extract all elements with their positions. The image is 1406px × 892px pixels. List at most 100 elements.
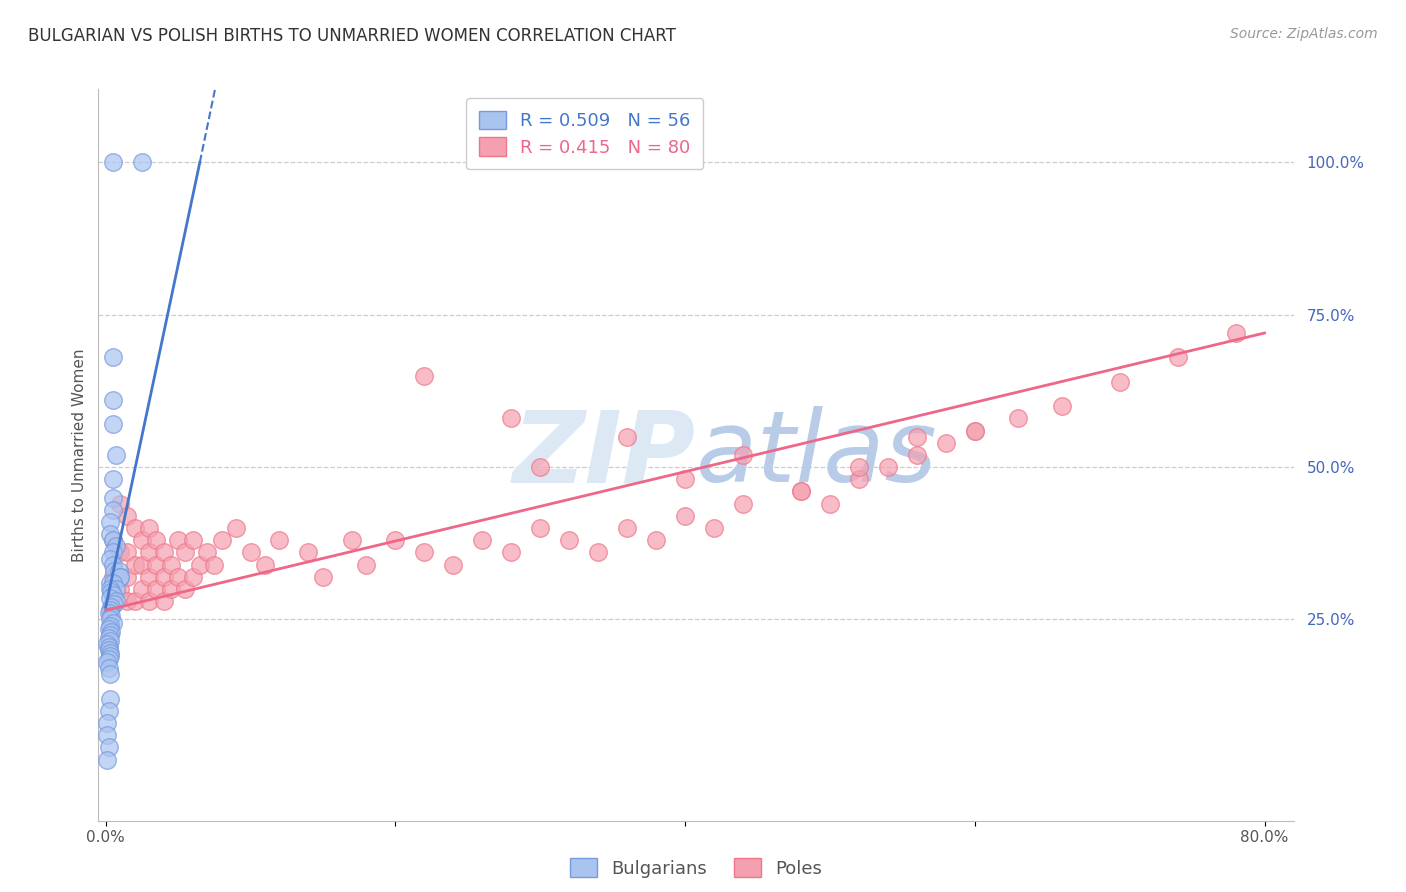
Point	[104, 594, 127, 608]
Point	[101, 533, 124, 548]
Point	[98, 618, 121, 632]
Point	[558, 533, 581, 548]
Point	[312, 570, 335, 584]
Point	[160, 558, 183, 572]
Point	[104, 582, 127, 596]
Point	[97, 704, 120, 718]
Point	[340, 533, 363, 548]
Point	[905, 448, 928, 462]
Point	[731, 448, 754, 462]
Point	[98, 582, 121, 596]
Point	[138, 545, 160, 559]
Point	[181, 533, 204, 548]
Point	[413, 545, 436, 559]
Point	[145, 533, 167, 548]
Point	[101, 155, 124, 169]
Point	[790, 484, 813, 499]
Point	[97, 643, 120, 657]
Point	[441, 558, 464, 572]
Point	[616, 430, 638, 444]
Point	[188, 558, 211, 572]
Point	[101, 615, 124, 630]
Text: ZIP: ZIP	[513, 407, 696, 503]
Point	[818, 497, 841, 511]
Point	[101, 558, 124, 572]
Point	[673, 508, 696, 523]
Point	[124, 558, 146, 572]
Point	[616, 521, 638, 535]
Point	[101, 570, 124, 584]
Point	[174, 582, 197, 596]
Point	[877, 460, 900, 475]
Point	[104, 448, 127, 462]
Point	[152, 545, 174, 559]
Point	[101, 545, 124, 559]
Point	[935, 435, 957, 450]
Point	[98, 691, 121, 706]
Point	[905, 430, 928, 444]
Point	[101, 393, 124, 408]
Point	[108, 497, 131, 511]
Point	[108, 570, 131, 584]
Point	[124, 594, 146, 608]
Point	[98, 551, 121, 566]
Point	[1007, 411, 1029, 425]
Point	[96, 753, 118, 767]
Point	[98, 515, 121, 529]
Point	[963, 424, 986, 438]
Point	[195, 545, 218, 559]
Point	[1108, 375, 1130, 389]
Y-axis label: Births to Unmarried Women: Births to Unmarried Women	[72, 348, 87, 562]
Point	[101, 533, 124, 548]
Point	[103, 597, 125, 611]
Point	[98, 649, 121, 664]
Point	[501, 411, 523, 425]
Point	[96, 728, 118, 742]
Point	[529, 521, 551, 535]
Point	[98, 613, 121, 627]
Legend: Bulgarians, Poles: Bulgarians, Poles	[562, 851, 830, 885]
Point	[138, 570, 160, 584]
Point	[848, 472, 870, 486]
Point	[97, 607, 120, 621]
Point	[131, 155, 153, 169]
Point	[108, 582, 131, 596]
Point	[101, 491, 124, 505]
Point	[100, 624, 122, 639]
Point	[1167, 351, 1189, 365]
Point	[96, 716, 118, 731]
Point	[131, 558, 153, 572]
Point	[160, 582, 183, 596]
Point	[167, 533, 190, 548]
Point	[97, 740, 120, 755]
Point	[1225, 326, 1247, 340]
Point	[202, 558, 225, 572]
Point	[167, 570, 190, 584]
Point	[100, 600, 122, 615]
Point	[117, 594, 139, 608]
Point	[124, 521, 146, 535]
Point	[586, 545, 609, 559]
Point	[98, 646, 121, 660]
Point	[101, 503, 124, 517]
Point	[645, 533, 668, 548]
Point	[152, 594, 174, 608]
Point	[108, 570, 131, 584]
Point	[96, 655, 118, 669]
Point	[97, 631, 120, 645]
Point	[98, 667, 121, 681]
Point	[138, 594, 160, 608]
Point	[117, 545, 139, 559]
Point	[101, 588, 124, 602]
Point	[471, 533, 494, 548]
Point	[529, 460, 551, 475]
Point	[117, 570, 139, 584]
Point	[731, 497, 754, 511]
Point	[103, 564, 125, 578]
Point	[145, 582, 167, 596]
Point	[100, 585, 122, 599]
Point	[101, 417, 124, 432]
Point	[98, 628, 121, 642]
Point	[97, 661, 120, 675]
Point	[96, 637, 118, 651]
